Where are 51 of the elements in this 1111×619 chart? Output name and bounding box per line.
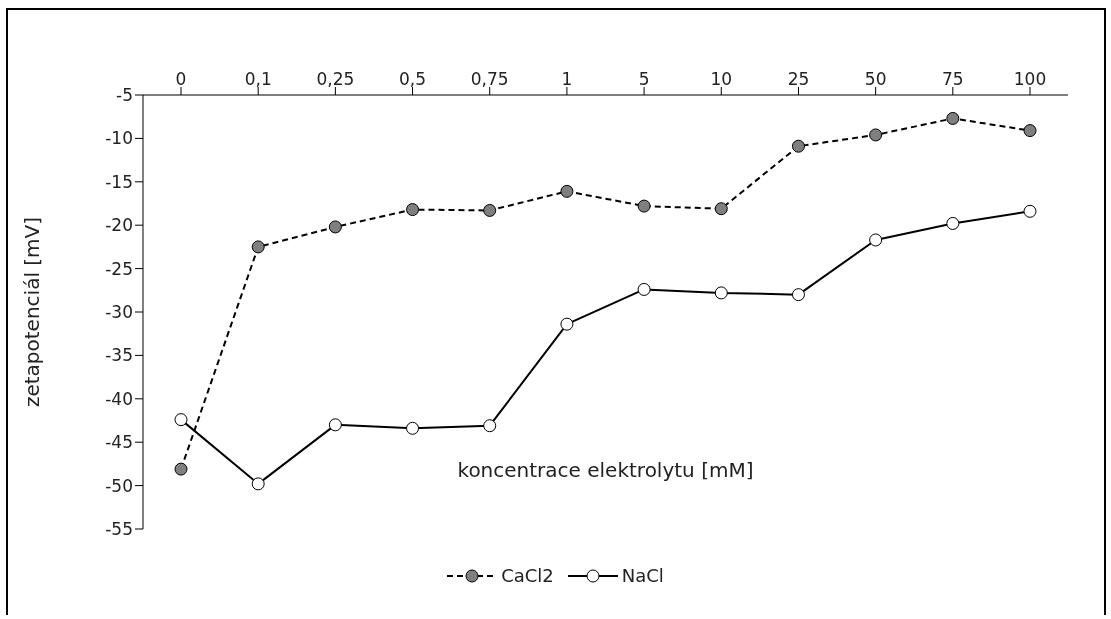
x-tick-label: 10	[710, 69, 733, 89]
x-tick-label: 0,1	[244, 69, 272, 89]
point	[406, 203, 420, 217]
point	[1023, 124, 1037, 138]
y-tick-label: -25	[105, 258, 133, 279]
point	[560, 317, 574, 331]
point	[406, 421, 420, 435]
legend-label: NaCl	[621, 565, 664, 586]
point	[174, 462, 188, 476]
y-tick-label: -40	[105, 388, 133, 409]
point	[791, 288, 805, 302]
point	[483, 419, 497, 433]
point	[791, 139, 805, 153]
x-tick-label: 25	[787, 69, 810, 89]
point	[174, 413, 188, 427]
point	[637, 199, 651, 213]
y-axis-title: zetapotenciál [mV]	[20, 216, 44, 408]
point	[251, 477, 265, 491]
point	[714, 286, 728, 300]
y-tick-label: -15	[105, 171, 133, 192]
x-axis-title: koncentrace elektrolytu [mM]	[456, 458, 755, 482]
point	[1023, 204, 1037, 218]
point	[869, 233, 883, 247]
x-tick-label: 0,5	[399, 69, 427, 89]
x-tick-label: 0,75	[470, 69, 509, 89]
point	[946, 216, 960, 230]
point	[328, 220, 342, 234]
y-tick-label: -10	[105, 128, 133, 149]
y-tick-label: -55	[105, 519, 133, 540]
point	[560, 184, 574, 198]
x-tick-label: 5	[638, 69, 650, 89]
point	[946, 111, 960, 125]
point	[869, 128, 883, 142]
point	[328, 418, 342, 432]
x-tick-label: 0	[175, 69, 187, 89]
x-tick-label: 1	[561, 69, 573, 89]
y-tick-label: -50	[105, 475, 133, 496]
y-tick-label: -35	[105, 345, 133, 366]
x-tick-label: 75	[942, 69, 964, 89]
y-tick-label: -45	[105, 432, 133, 453]
y-tick-label: -5	[116, 85, 133, 106]
x-tick-label: 50	[864, 69, 887, 89]
y-tick-label: -20	[105, 215, 133, 236]
point	[251, 240, 265, 254]
point	[637, 282, 651, 296]
y-tick-label: -30	[105, 302, 133, 323]
point	[714, 202, 728, 216]
point	[483, 203, 497, 217]
legend-label: CaCl2	[501, 565, 554, 586]
x-tick-label: 0,25	[316, 69, 355, 89]
x-tick-label: 100	[1013, 69, 1047, 89]
